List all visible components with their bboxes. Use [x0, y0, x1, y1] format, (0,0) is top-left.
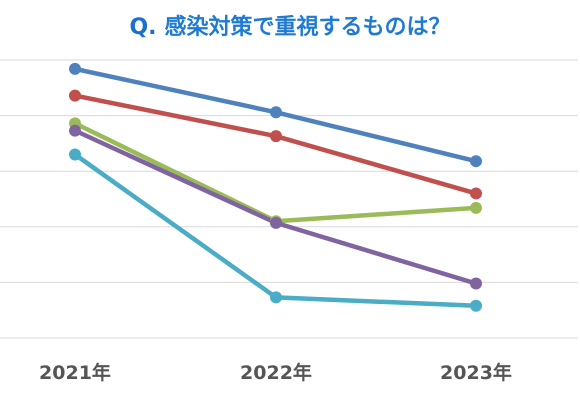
series-5-point-3 — [470, 299, 482, 312]
series-2-point-2 — [270, 130, 282, 143]
x-axis: 2021年 2022年 2023年 — [39, 361, 512, 384]
series-4-point-1 — [69, 124, 81, 137]
x-tick-label: 2023年 — [440, 361, 512, 384]
series-4-point-2 — [270, 216, 282, 229]
chart-title: Q. 感染対策で重視するものは？ — [0, 8, 580, 48]
series-2-point-1 — [69, 89, 81, 102]
x-tick-label: 2022年 — [240, 361, 312, 384]
x-tick-label: 2021年 — [39, 361, 111, 384]
series-4-point-3 — [470, 277, 482, 290]
question-text: 感染対策で重視するものは？ — [164, 15, 451, 40]
series-group — [69, 62, 482, 312]
series-2-point-3 — [470, 187, 482, 200]
series-1-point-3 — [470, 155, 482, 168]
series-1-point-2 — [270, 106, 282, 119]
series-1-point-1 — [69, 62, 81, 75]
series-5-point-1 — [69, 148, 81, 161]
series-5-point-2 — [270, 291, 282, 304]
series-3-point-3 — [470, 201, 482, 214]
question-prefix: Q. — [129, 15, 157, 40]
